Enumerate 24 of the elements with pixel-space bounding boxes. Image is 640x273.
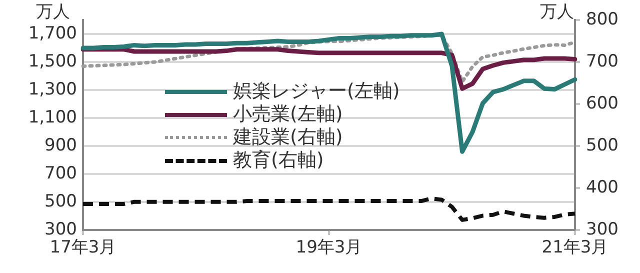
y-tick-label: 900: [44, 135, 77, 156]
legend-label: 小売業(左軸): [233, 103, 343, 126]
line-series: [81, 196, 577, 222]
legend-label: 教育(右軸): [233, 149, 324, 172]
y2-tick-label: 300: [586, 219, 618, 240]
legend-label: 建設業(右軸): [233, 126, 343, 149]
y2-axis-title: 万人: [540, 1, 574, 23]
y-tick-label: 300: [44, 219, 77, 240]
x-tick-label: 17年3月: [50, 238, 116, 258]
y-tick-label: 500: [44, 191, 77, 212]
x-tick-label: 21年3月: [542, 238, 608, 258]
y-tick-label: 1,700: [28, 23, 77, 44]
y2-tick-label: 800: [586, 9, 618, 30]
legend-label: 娯楽レジャー(左軸): [233, 80, 400, 103]
y-tick-label: 1,300: [28, 79, 77, 100]
y-tick-label: 1,100: [28, 107, 77, 128]
y2-tick-label: 500: [586, 135, 618, 156]
y2-tick-label: 400: [586, 177, 618, 198]
y-axis-title: 万人: [36, 1, 70, 23]
y2-tick-label: 600: [586, 93, 618, 114]
y-tick-label: 700: [44, 163, 77, 184]
x-tick-label: 19年3月: [296, 238, 362, 258]
y-tick-label: 1,500: [28, 51, 77, 72]
y2-tick-label: 700: [586, 51, 618, 72]
